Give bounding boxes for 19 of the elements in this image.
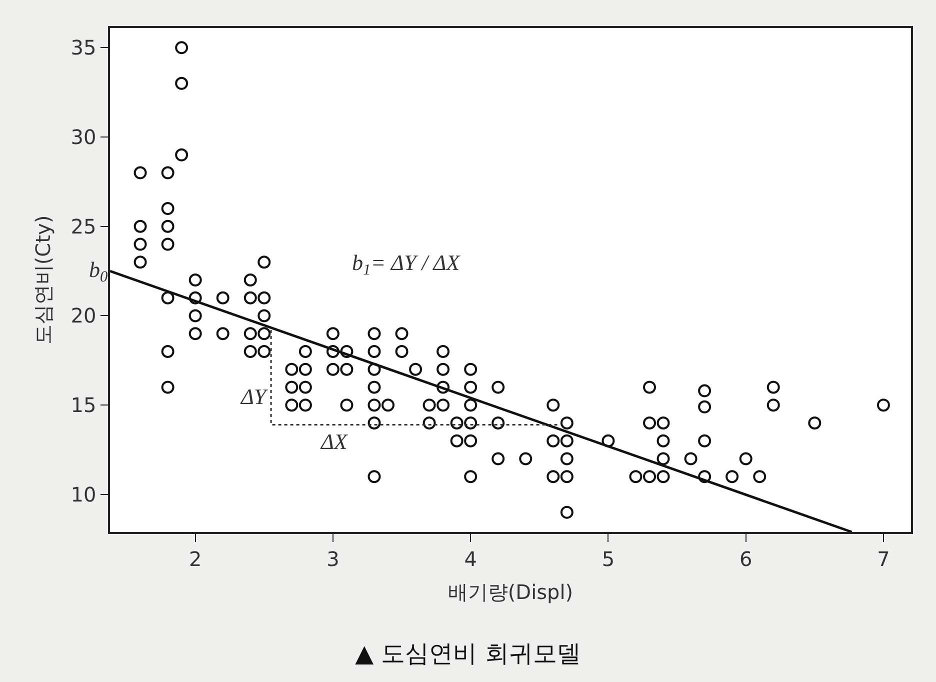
text: ▲ 도심연비 회귀모델 <box>355 640 581 668</box>
x-tick-label: 6 <box>739 546 752 571</box>
y-tick-label: 10 <box>70 482 96 506</box>
x-tick-label: 2 <box>188 546 202 571</box>
x-tick-label: 4 <box>464 546 477 571</box>
x-tick-label: 7 <box>877 546 890 571</box>
y-axis-title: 도심연비(Cty) <box>30 215 55 345</box>
x-tick-label: 3 <box>326 546 340 571</box>
annotation: ΔX <box>320 429 349 454</box>
y-tick-label: 20 <box>70 304 96 328</box>
y-tick-label: 30 <box>70 125 96 150</box>
y-tick-label: 35 <box>70 36 96 60</box>
annotation: b$_{0}$ <box>89 257 108 286</box>
annotation: b$_{1}$= ΔY / ΔX <box>352 250 462 279</box>
x-tick-label: 5 <box>602 546 615 571</box>
y-tick-label: 15 <box>70 393 96 418</box>
annotation: ΔY <box>240 384 269 409</box>
x-axis-title: 배기량(Displ) <box>448 580 574 604</box>
y-tick-label: 25 <box>70 214 96 238</box>
